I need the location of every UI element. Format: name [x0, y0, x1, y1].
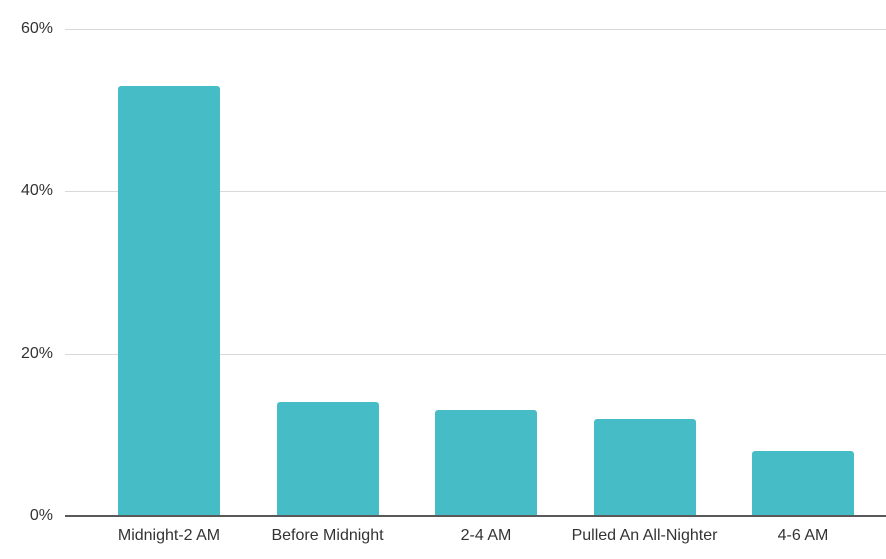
y-axis-tick-label: 60% — [20, 20, 53, 37]
y-gridline — [65, 29, 886, 30]
x-axis-category-label: Pulled An All-Nighter — [571, 527, 718, 544]
bar-2-4-am — [435, 410, 537, 516]
y-axis-tick-label: 0% — [29, 507, 53, 524]
x-axis-category-label: 2-4 AM — [460, 527, 512, 544]
bar-midnight-2-am — [118, 85, 220, 516]
bar-pulled-an-all-nighter — [593, 418, 696, 516]
y-axis-tick-label: 20% — [20, 344, 53, 362]
x-axis-category-label: 4-6 AM — [777, 527, 829, 544]
x-axis-category-label: Before Midnight — [271, 527, 384, 544]
x-axis-baseline — [65, 515, 886, 517]
y-axis-tick-label: 40% — [20, 182, 53, 200]
x-axis-category-label: Midnight-2 AM — [117, 527, 221, 544]
y-gridline — [65, 353, 886, 355]
bar-before-midnight — [276, 402, 379, 516]
y-gridline — [65, 191, 886, 193]
bar-4-6-am — [752, 451, 854, 516]
